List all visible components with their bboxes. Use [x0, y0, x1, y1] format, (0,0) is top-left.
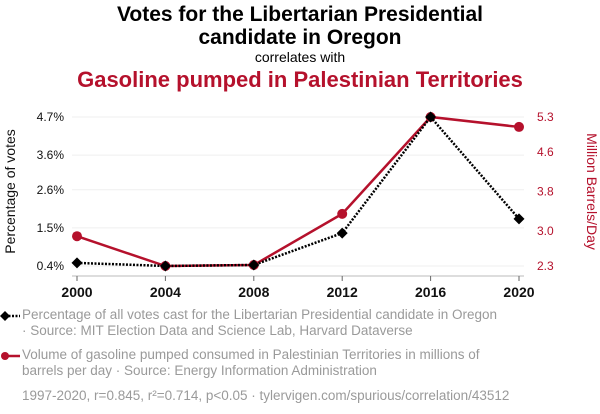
x-tick-label: 2016	[415, 284, 446, 300]
y-tick-label: 4.7%	[37, 110, 65, 124]
chart-subtitle: Gasoline pumped in Palestinian Territori…	[77, 67, 523, 92]
y-axis-title: Percentage of votes	[2, 129, 18, 254]
series2-line	[76, 115, 520, 268]
legend-marker-diamond-icon	[0, 311, 20, 321]
series1-point	[513, 213, 525, 225]
series1-line	[76, 115, 520, 268]
chart-title-bottom: candidate in Oregon	[198, 26, 402, 49]
legend-item-series1: Percentage of all votes cast for the Lib…	[0, 307, 582, 339]
series-group	[71, 111, 525, 272]
gridlines	[72, 116, 524, 267]
series1-point	[71, 257, 83, 269]
legend-series2-text: Volume of gasoline pumped consumed in Pa…	[22, 347, 480, 362]
series2-point	[72, 231, 82, 242]
x-tick-label: 2012	[327, 284, 358, 300]
y2-tick-label: 5.3	[537, 110, 554, 124]
x-tick-label: 2020	[503, 284, 534, 300]
y-tick-label: 0.4%	[37, 259, 65, 273]
x-tick-label: 2004	[150, 284, 181, 300]
series1-point	[248, 259, 260, 271]
legend-series1-source: · Source: MIT Election Data and Science …	[22, 323, 413, 338]
y2-tick-label: 4.6	[537, 145, 554, 159]
legend-series2-source: barrels per day · Source: Energy Informa…	[22, 363, 377, 378]
series1-point	[425, 111, 437, 123]
legend-item-series2: Volume of gasoline pumped consumed in Pa…	[1, 347, 582, 379]
correlation-footer: 1997-2020, r=0.845, r²=0.714, p<0.05 · t…	[22, 388, 510, 403]
chart-title-top: Votes for the Libertarian Presidential	[116, 3, 484, 26]
chart-title-line1: Votes for the Libertarian Presidential c…	[0, 3, 600, 49]
y-tick-label: 2.6%	[37, 183, 65, 197]
x-tick-label: 2008	[238, 284, 269, 300]
x-tick-label: 2000	[61, 284, 92, 300]
chart-connector-text: correlates with	[254, 49, 346, 65]
y2-axis-title: Million Barrels/Day	[584, 133, 600, 250]
series1-point	[336, 227, 348, 239]
y2-tick-label: 3.8	[537, 185, 554, 199]
y2-tick-label: 3.0	[537, 224, 554, 238]
y-tick-label: 1.5%	[37, 221, 65, 235]
series1-point	[159, 260, 171, 272]
legend-marker-circle-icon	[1, 352, 20, 360]
axes: 4.7% 3.6% 2.6% 1.5% 0.4% 5.3 4.6 3.8 3.0 2.3 2000 2…	[2, 110, 600, 300]
y2-tick-label: 2.3	[537, 259, 554, 273]
y-tick-label: 3.6%	[37, 148, 65, 162]
legend-series1-text: Percentage of all votes cast for the Lib…	[22, 307, 498, 322]
series2-point	[337, 208, 348, 219]
series2-point	[514, 121, 524, 132]
